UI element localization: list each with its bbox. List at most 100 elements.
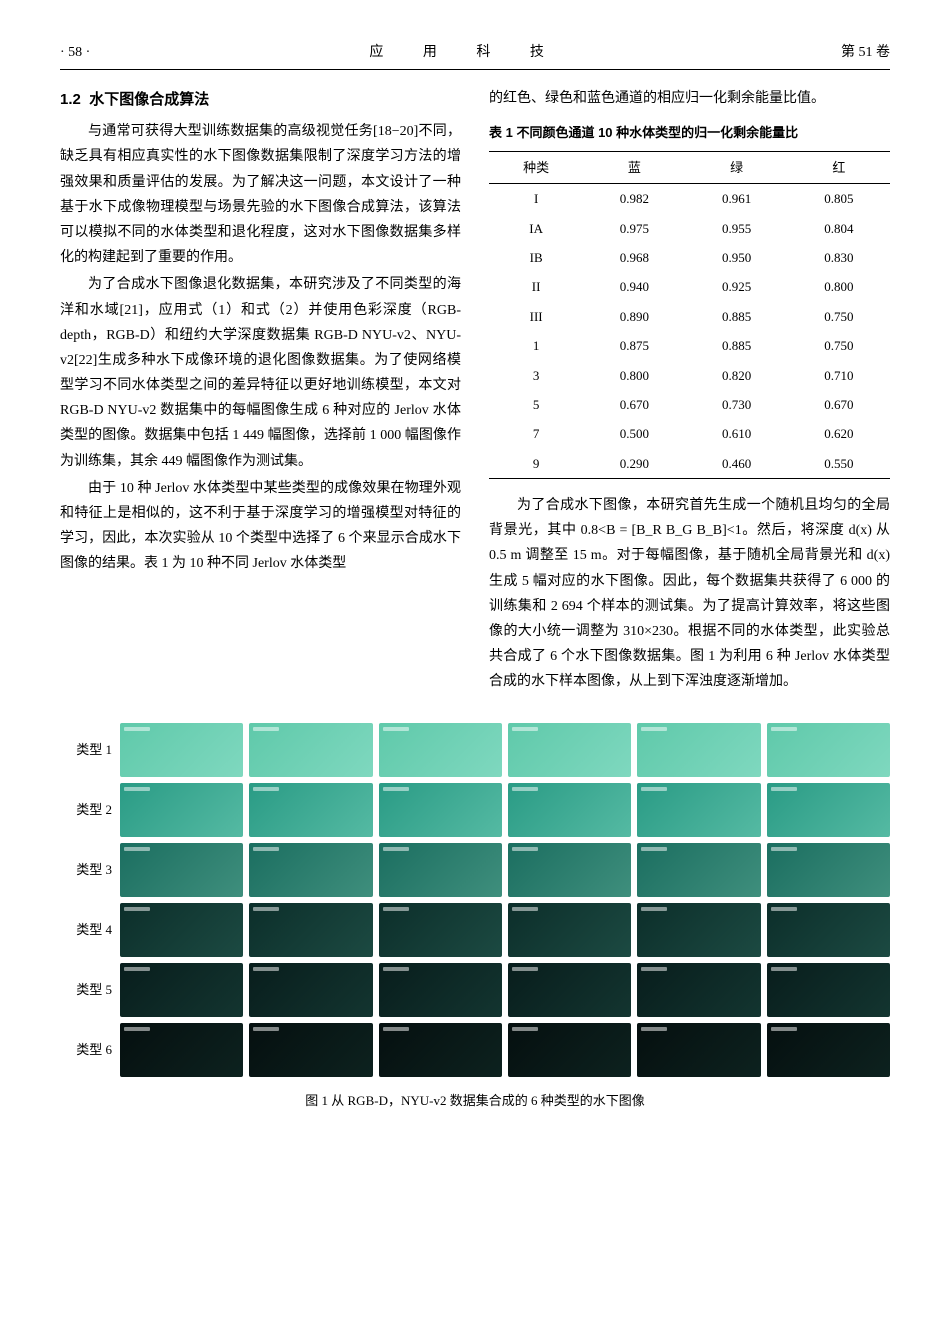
figure-tile <box>637 903 760 957</box>
table-cell: 0.968 <box>583 243 685 272</box>
table-cell: 0.800 <box>583 361 685 390</box>
table-cell: 0.950 <box>685 243 787 272</box>
table-cell: 0.620 <box>788 419 890 448</box>
figure-tile <box>767 1023 890 1077</box>
table-cell: 0.710 <box>788 361 890 390</box>
journal-title: 应 用 科 技 <box>369 40 562 65</box>
figure-tile <box>379 723 502 777</box>
table-cell: 0.750 <box>788 331 890 360</box>
figure-row-label: 类型 1 <box>60 738 120 761</box>
figure-tile <box>767 963 890 1017</box>
table-cell: 0.805 <box>788 184 890 214</box>
figure-tile <box>767 843 890 897</box>
figure-tile <box>379 963 502 1017</box>
figure-row: 类型 6 <box>60 1023 890 1077</box>
section-title: 水下图像合成算法 <box>89 91 209 108</box>
table-cell: 0.982 <box>583 184 685 214</box>
figure-tile <box>249 843 372 897</box>
table-cell: 0.750 <box>788 302 890 331</box>
figure-tile <box>379 843 502 897</box>
table-row: II0.9400.9250.800 <box>489 272 890 301</box>
figure-row: 类型 5 <box>60 963 890 1017</box>
figure-tile <box>767 783 890 837</box>
figure-tile <box>379 783 502 837</box>
table-row: IA0.9750.9550.804 <box>489 214 890 243</box>
table-cell: 1 <box>489 331 583 360</box>
table-cell: 7 <box>489 419 583 448</box>
table-cell: 0.610 <box>685 419 787 448</box>
figure-tile <box>508 783 631 837</box>
paragraph: 的红色、绿色和蓝色通道的相应归一化剩余能量比值。 <box>489 86 890 111</box>
table-cell: I <box>489 184 583 214</box>
figure-tile <box>249 723 372 777</box>
figure-row: 类型 2 <box>60 783 890 837</box>
table-cell: 0.885 <box>685 302 787 331</box>
figure-tile <box>120 903 243 957</box>
table-cell: 0.925 <box>685 272 787 301</box>
table-cell: 0.670 <box>788 390 890 419</box>
table1-caption: 表 1 不同颜色通道 10 种水体类型的归一化剩余能量比 <box>489 121 890 144</box>
table-row: 10.8750.8850.750 <box>489 331 890 360</box>
figure-tile <box>637 783 760 837</box>
table-cell: 0.955 <box>685 214 787 243</box>
figure-tile <box>379 1023 502 1077</box>
figure-tile <box>637 723 760 777</box>
figure-tile <box>120 1023 243 1077</box>
table-cell: 0.804 <box>788 214 890 243</box>
table-cell: 0.550 <box>788 449 890 479</box>
table-cell: 0.670 <box>583 390 685 419</box>
figure-tile <box>249 783 372 837</box>
figure-tile <box>120 783 243 837</box>
figure-tile <box>637 1023 760 1077</box>
figure-tile <box>767 723 890 777</box>
paragraph: 为了合成水下图像退化数据集，本研究涉及了不同类型的海洋和水域[21]，应用式（1… <box>60 272 461 474</box>
figure-row-label: 类型 6 <box>60 1038 120 1061</box>
table-cell: 0.830 <box>788 243 890 272</box>
figure-tile <box>508 843 631 897</box>
table-row: 50.6700.7300.670 <box>489 390 890 419</box>
figure-tiles <box>120 843 890 897</box>
right-column: 的红色、绿色和蓝色通道的相应归一化剩余能量比值。 表 1 不同颜色通道 10 种… <box>489 86 890 696</box>
table-cell: 0.500 <box>583 419 685 448</box>
col-header: 绿 <box>685 151 787 183</box>
figure-tile <box>508 1023 631 1077</box>
figure-tiles <box>120 723 890 777</box>
figure1: 类型 1 类型 2 类型 3 类型 4 类型 5 类型 6 图 1 从 RGB-D，NYU… <box>60 723 890 1112</box>
section-number: 1.2 <box>60 91 81 108</box>
table-cell: 5 <box>489 390 583 419</box>
table-cell: IB <box>489 243 583 272</box>
volume-label: 第 51 卷 <box>841 40 890 65</box>
figure-tile <box>637 843 760 897</box>
table-cell: 0.730 <box>685 390 787 419</box>
figure-tiles <box>120 903 890 957</box>
figure-tile <box>120 723 243 777</box>
page-number: · 58 · <box>60 40 90 65</box>
table-row: III0.8900.8850.750 <box>489 302 890 331</box>
table-row: I0.9820.9610.805 <box>489 184 890 214</box>
figure1-caption: 图 1 从 RGB-D，NYU-v2 数据集合成的 6 种类型的水下图像 <box>60 1089 890 1112</box>
table-cell: 0.800 <box>788 272 890 301</box>
body-columns: 1.2 水下图像合成算法 与通常可获得大型训练数据集的高级视觉任务[18−20]… <box>60 86 890 696</box>
table-cell: 0.820 <box>685 361 787 390</box>
col-header: 红 <box>788 151 890 183</box>
col-header: 蓝 <box>583 151 685 183</box>
table-row: 70.5000.6100.620 <box>489 419 890 448</box>
table-cell: II <box>489 272 583 301</box>
paragraph: 由于 10 种 Jerlov 水体类型中某些类型的成像效果在物理外观和特征上是相… <box>60 476 461 577</box>
figure-row: 类型 3 <box>60 843 890 897</box>
col-header: 种类 <box>489 151 583 183</box>
figure-tile <box>508 723 631 777</box>
table-cell: 0.460 <box>685 449 787 479</box>
figure-tile <box>120 843 243 897</box>
table-cell: 0.975 <box>583 214 685 243</box>
paragraph: 为了合成水下图像，本研究首先生成一个随机且均匀的全局背景光，其中 0.8<B =… <box>489 493 890 695</box>
figure-row-label: 类型 5 <box>60 978 120 1001</box>
table-header-row: 种类 蓝 绿 红 <box>489 151 890 183</box>
figure-row-label: 类型 4 <box>60 918 120 941</box>
figure-row-label: 类型 2 <box>60 798 120 821</box>
figure-tile <box>767 903 890 957</box>
figure-tile <box>508 903 631 957</box>
table-cell: 3 <box>489 361 583 390</box>
table-cell: IA <box>489 214 583 243</box>
table-row: 30.8000.8200.710 <box>489 361 890 390</box>
